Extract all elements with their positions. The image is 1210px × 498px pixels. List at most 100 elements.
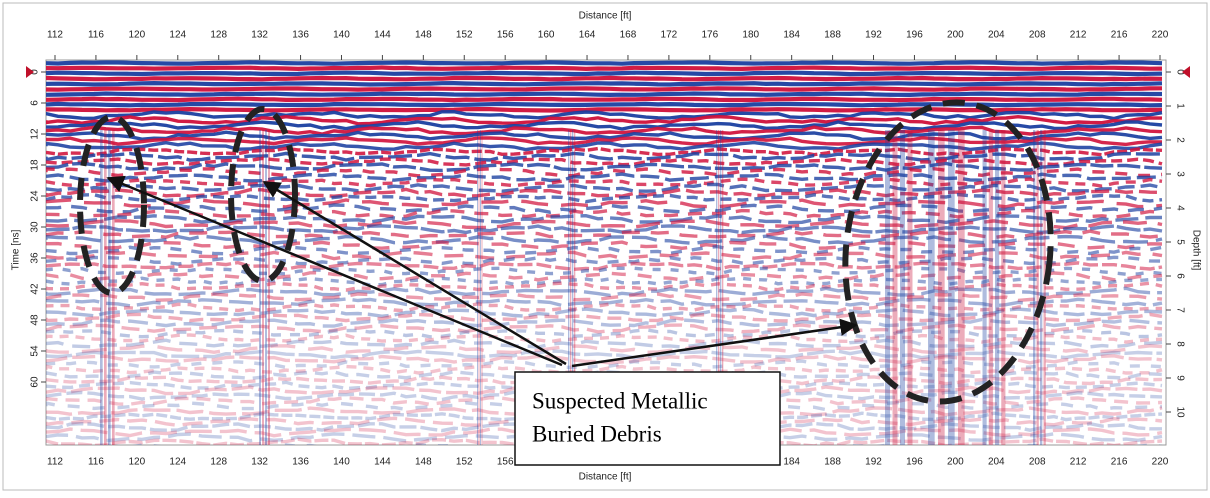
reflector-band	[46, 130, 1163, 142]
bottom-tick-label: 188	[824, 457, 841, 468]
reflector-band	[46, 364, 1163, 375]
reflector-band	[46, 187, 1163, 198]
reflector-band	[46, 224, 1163, 235]
top-tick-label: 140	[333, 30, 350, 41]
top-tick-label: 204	[988, 30, 1005, 41]
anomaly	[477, 130, 478, 445]
anomaly	[928, 130, 935, 445]
left-tick-label: 48	[30, 314, 41, 326]
reflector-band	[46, 312, 1163, 323]
left-tick-label: 42	[30, 283, 41, 295]
top-tick-label: 208	[1029, 30, 1046, 41]
anomaly	[262, 130, 264, 445]
top-axis-title: Distance [ft]	[579, 11, 632, 22]
left-tick-label: 30	[30, 221, 41, 233]
bottom-tick-label: 192	[865, 457, 882, 468]
annotation-box	[514, 371, 781, 466]
top-tick-label: 192	[865, 30, 882, 41]
anomaly	[572, 130, 574, 445]
left-tick-label: 12	[30, 128, 41, 140]
bottom-tick-label: 148	[415, 457, 432, 468]
anomaly	[988, 130, 993, 445]
arrow	[262, 180, 567, 366]
top-tick-label: 152	[456, 30, 473, 41]
bottom-tick-label: 136	[292, 457, 309, 468]
top-tick-label: 124	[169, 30, 186, 41]
anomaly	[722, 130, 724, 445]
reflector-band	[46, 432, 1163, 443]
top-tick-label: 172	[661, 30, 678, 41]
top-tick-label: 112	[47, 30, 63, 41]
right-axis-title: Depth [ft]	[1190, 230, 1201, 271]
reflector-band	[46, 354, 1163, 365]
anomaly	[995, 130, 1000, 445]
bottom-tick-label: 152	[456, 457, 473, 468]
bottom-tick-label: 128	[210, 457, 227, 468]
top-tick-label: 132	[251, 30, 268, 41]
bottom-tick-label: 124	[169, 457, 186, 468]
reflector-band	[46, 240, 1163, 251]
bottom-tick-label: 112	[47, 457, 63, 468]
reflector-band	[46, 140, 1163, 152]
anomaly	[1036, 130, 1039, 445]
reflector-band	[46, 60, 1163, 66]
anomaly	[907, 130, 913, 445]
annotation-line: Buried Debris	[532, 421, 662, 446]
top-tick-label: 128	[210, 30, 227, 41]
anomaly	[1033, 130, 1036, 445]
right-tick-label: 2	[1174, 137, 1185, 143]
anomaly	[259, 130, 261, 445]
reflector-band	[46, 328, 1163, 339]
reflector-band	[46, 106, 1163, 113]
reflector-band	[46, 177, 1163, 188]
reflector-band	[46, 380, 1163, 391]
arrow	[571, 318, 858, 368]
bottom-axis-title: Distance [ft]	[579, 472, 632, 483]
right-tick-label: 8	[1174, 341, 1185, 347]
bottom-tick-label: 144	[374, 457, 391, 468]
reflector-band	[46, 109, 1163, 121]
bottom-tick-label: 204	[988, 457, 1005, 468]
anomaly	[982, 130, 987, 445]
bottom-tick-label: 212	[1070, 457, 1087, 468]
right-tick-label: 0	[1174, 69, 1185, 75]
reflector-band	[46, 208, 1163, 219]
arrows	[106, 175, 858, 368]
top-tick-label: 196	[906, 30, 923, 41]
reflector-band	[46, 91, 1162, 98]
anomaly	[1001, 130, 1006, 445]
axes: 1121121161161201201241241281281321321361…	[26, 30, 1190, 468]
bottom-tick-label: 120	[129, 457, 146, 468]
left-tick-label: 24	[30, 190, 41, 202]
anomaly	[108, 130, 111, 445]
reflector-band	[46, 101, 1163, 108]
reflector-band	[46, 276, 1163, 287]
anomaly	[268, 130, 270, 445]
reflector-band	[46, 260, 1163, 272]
reflector-band	[46, 86, 1163, 92]
reflector-band	[46, 120, 1163, 131]
top-tick-label: 144	[374, 30, 391, 41]
top-tick-label: 184	[783, 30, 800, 41]
anomaly	[892, 130, 898, 445]
highlight-ellipses	[77, 99, 1054, 405]
right-tick-label: 4	[1174, 205, 1185, 211]
reflector-band	[46, 229, 1163, 240]
reflector-band	[46, 255, 1163, 266]
left-axis-title: Time [ns]	[11, 229, 22, 270]
reflector-band	[46, 323, 1163, 334]
ellipse	[842, 99, 1054, 405]
reflector-band	[46, 333, 1163, 344]
reflector-band	[46, 286, 1162, 298]
bottom-tick-label: 140	[333, 457, 350, 468]
top-tick-label: 168	[620, 30, 637, 41]
reflector-band	[46, 297, 1163, 308]
anomaly	[718, 130, 720, 445]
anomaly	[574, 130, 576, 445]
right-tick-label: 6	[1174, 273, 1185, 279]
anomaly	[104, 130, 107, 445]
left-tick-label: 36	[30, 252, 41, 264]
anomaly	[570, 130, 572, 445]
reflector-band	[46, 292, 1163, 303]
